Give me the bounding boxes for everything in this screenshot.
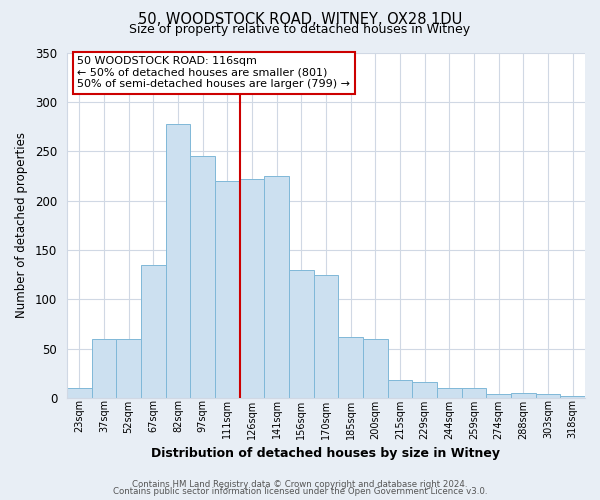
Bar — [437, 388, 461, 398]
Bar — [141, 264, 166, 398]
Bar — [560, 396, 585, 398]
Bar — [487, 394, 511, 398]
Bar — [536, 394, 560, 398]
Text: Size of property relative to detached houses in Witney: Size of property relative to detached ho… — [130, 22, 470, 36]
Bar — [190, 156, 215, 398]
Bar — [511, 393, 536, 398]
Bar — [239, 179, 264, 398]
Text: Contains public sector information licensed under the Open Government Licence v3: Contains public sector information licen… — [113, 487, 487, 496]
X-axis label: Distribution of detached houses by size in Witney: Distribution of detached houses by size … — [151, 447, 500, 460]
Bar — [67, 388, 92, 398]
Bar — [116, 338, 141, 398]
Bar — [314, 274, 338, 398]
Bar — [215, 181, 239, 398]
Bar — [461, 388, 487, 398]
Text: 50 WOODSTOCK ROAD: 116sqm
← 50% of detached houses are smaller (801)
50% of semi: 50 WOODSTOCK ROAD: 116sqm ← 50% of detac… — [77, 56, 350, 89]
Bar — [412, 382, 437, 398]
Bar — [338, 336, 363, 398]
Text: Contains HM Land Registry data © Crown copyright and database right 2024.: Contains HM Land Registry data © Crown c… — [132, 480, 468, 489]
Bar — [264, 176, 289, 398]
Bar — [289, 270, 314, 398]
Y-axis label: Number of detached properties: Number of detached properties — [15, 132, 28, 318]
Bar — [363, 338, 388, 398]
Bar — [166, 124, 190, 398]
Bar — [92, 338, 116, 398]
Text: 50, WOODSTOCK ROAD, WITNEY, OX28 1DU: 50, WOODSTOCK ROAD, WITNEY, OX28 1DU — [138, 12, 462, 28]
Bar — [388, 380, 412, 398]
